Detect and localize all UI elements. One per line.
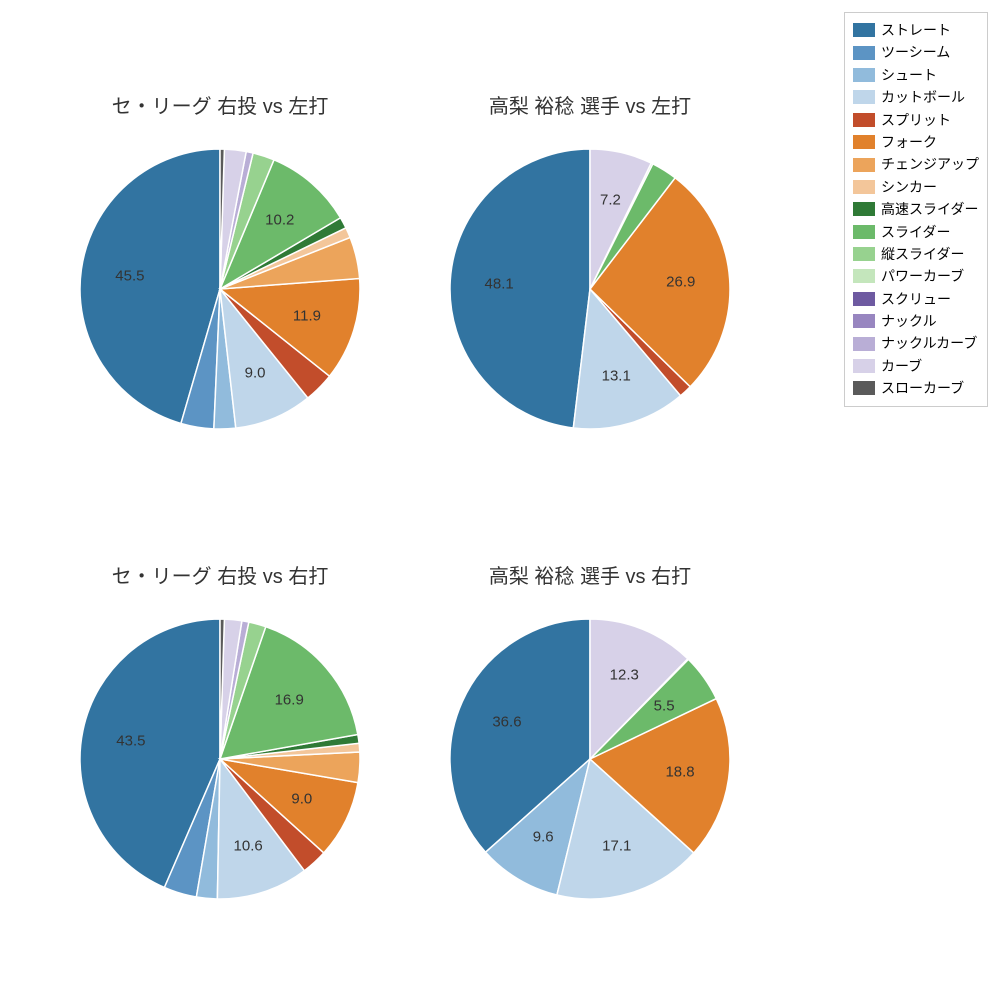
pie-svg [80, 149, 360, 429]
legend-item: カーブ [853, 355, 979, 377]
slice-label: 9.0 [245, 364, 266, 381]
legend-label: ナックルカーブ [881, 332, 977, 354]
legend-swatch [853, 68, 875, 82]
pie-svg [80, 619, 360, 899]
legend-swatch [853, 337, 875, 351]
pie-wrap: 43.5 10.6 9.0 16.9 [80, 619, 360, 899]
legend-label: シンカー [881, 176, 937, 198]
slice-label: 36.6 [492, 713, 521, 730]
legend-swatch [853, 359, 875, 373]
legend-label: チェンジアップ [881, 153, 979, 175]
legend: ストレートツーシームシュートカットボールスプリットフォークチェンジアップシンカー… [844, 12, 988, 407]
legend-item: スローカーブ [853, 377, 979, 399]
legend-label: シュート [881, 64, 937, 86]
pie-wrap: 36.6 9.6 17.1 18.8 5.5 12.3 [450, 619, 730, 899]
legend-item: シュート [853, 64, 979, 86]
legend-swatch [853, 381, 875, 395]
legend-swatch [853, 113, 875, 127]
legend-label: 高速スライダー [881, 198, 978, 220]
chart-panel: セ・リーグ 右投 vs 右打 43.5 10.6 9.0 16.9 [30, 520, 410, 960]
legend-item: ツーシーム [853, 41, 979, 63]
legend-swatch [853, 90, 875, 104]
chart-title: 高梨 裕稔 選手 vs 左打 [400, 50, 780, 119]
legend-item: チェンジアップ [853, 153, 979, 175]
legend-item: パワーカーブ [853, 265, 979, 287]
pie-wrap: 48.1 13.1 26.9 7.2 [450, 149, 730, 429]
slice-label: 13.1 [602, 368, 631, 385]
slice-label: 9.0 [291, 790, 312, 807]
pie-wrap: 45.5 9.0 11.9 10.2 [80, 149, 360, 429]
legend-label: スクリュー [881, 288, 951, 310]
legend-swatch [853, 225, 875, 239]
slice-label: 43.5 [116, 732, 145, 749]
chart-panel: 高梨 裕稔 選手 vs 右打 36.6 9.6 17.1 18.8 5.5 12.3 [400, 520, 780, 960]
pie-svg [450, 619, 730, 899]
legend-swatch [853, 158, 875, 172]
chart-title: 高梨 裕稔 選手 vs 右打 [400, 520, 780, 589]
chart-title: セ・リーグ 右投 vs 右打 [30, 520, 410, 589]
legend-label: ナックル [881, 310, 937, 332]
legend-swatch [853, 202, 875, 216]
slice-label: 17.1 [602, 837, 631, 854]
legend-item: ナックルカーブ [853, 332, 979, 354]
legend-item: ナックル [853, 310, 979, 332]
chart-title: セ・リーグ 右投 vs 左打 [30, 50, 410, 119]
legend-item: 縦スライダー [853, 243, 979, 265]
slice-label: 9.6 [533, 829, 554, 846]
slice-label: 18.8 [665, 764, 694, 781]
legend-label: スローカーブ [881, 377, 964, 399]
legend-swatch [853, 292, 875, 306]
legend-label: ツーシーム [881, 41, 950, 63]
slice-label: 45.5 [115, 268, 144, 285]
legend-swatch [853, 314, 875, 328]
legend-item: スライダー [853, 221, 979, 243]
slice-label: 10.2 [265, 212, 294, 229]
slice-label: 7.2 [600, 192, 621, 209]
chart-grid: セ・リーグ 右投 vs 左打45.59.011.910.2高梨 裕稔 選手 vs… [0, 0, 760, 1000]
legend-item: スプリット [853, 109, 979, 131]
chart-panel: 高梨 裕稔 選手 vs 左打 48.1 13.1 26.9 7.2 [400, 50, 780, 490]
legend-label: ストレート [881, 19, 951, 41]
legend-swatch [853, 46, 875, 60]
slice-label: 10.6 [234, 837, 263, 854]
legend-label: カーブ [881, 355, 922, 377]
legend-item: 高速スライダー [853, 198, 979, 220]
legend-label: カットボール [881, 86, 965, 108]
slice-label: 5.5 [654, 698, 675, 715]
legend-swatch [853, 180, 875, 194]
slice-label: 16.9 [275, 691, 304, 708]
chart-panel: セ・リーグ 右投 vs 左打 45.5 9.0 11.9 10.2 [30, 50, 410, 490]
pie-slice [450, 149, 590, 428]
slice-label: 12.3 [610, 666, 639, 683]
slice-label: 11.9 [293, 307, 321, 324]
legend-label: 縦スライダー [881, 243, 964, 265]
slice-label: 26.9 [666, 274, 695, 291]
legend-swatch [853, 23, 875, 37]
legend-item: フォーク [853, 131, 979, 153]
legend-swatch [853, 247, 875, 261]
legend-label: フォーク [881, 131, 937, 153]
legend-item: スクリュー [853, 288, 979, 310]
legend-label: スプリット [881, 109, 951, 131]
legend-item: ストレート [853, 19, 979, 41]
legend-swatch [853, 135, 875, 149]
legend-label: パワーカーブ [881, 265, 964, 287]
legend-item: カットボール [853, 86, 979, 108]
legend-item: シンカー [853, 176, 979, 198]
slice-label: 48.1 [485, 275, 514, 292]
legend-swatch [853, 269, 875, 283]
legend-label: スライダー [881, 221, 950, 243]
